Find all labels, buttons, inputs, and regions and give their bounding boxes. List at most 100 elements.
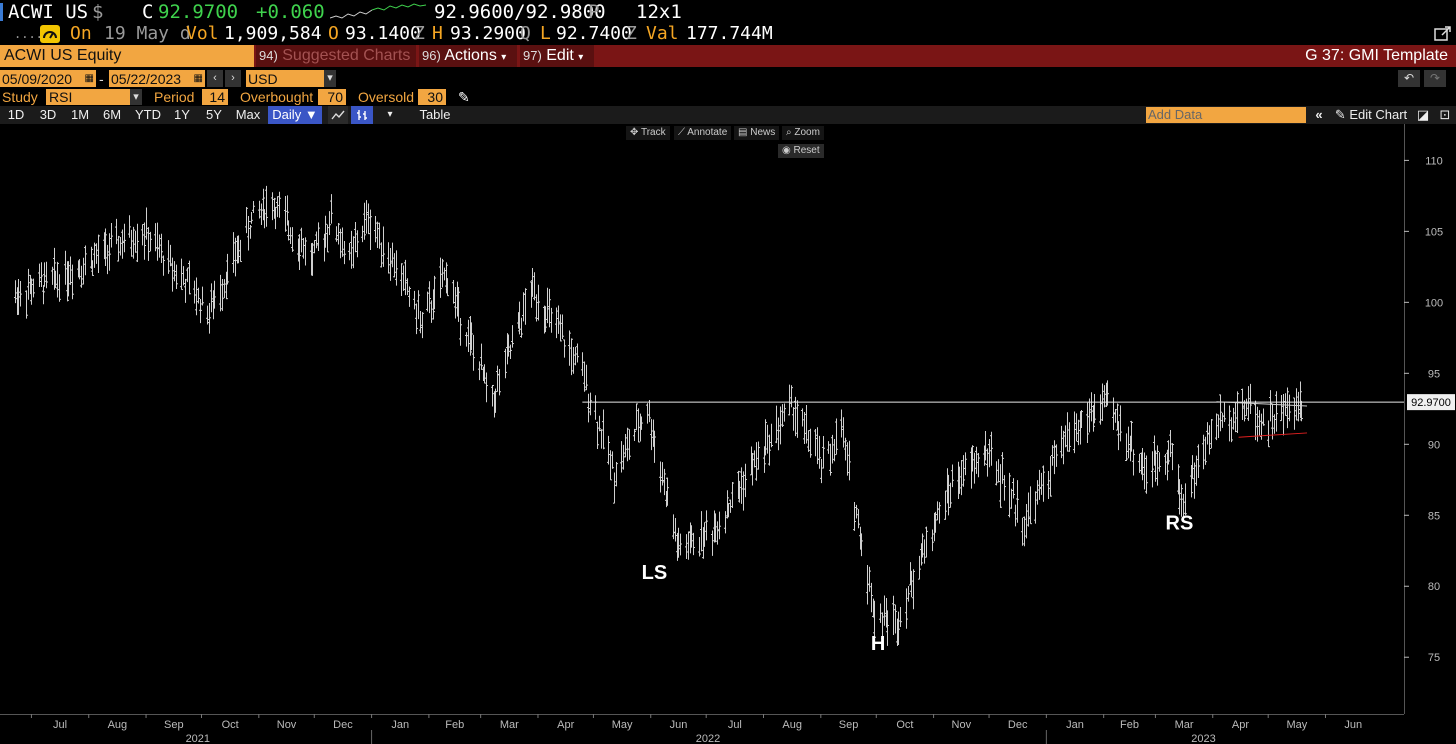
ohlc-bar — [1167, 440, 1170, 465]
ohlc-bar — [581, 352, 584, 376]
popout-icon[interactable] — [1434, 26, 1452, 42]
ohlc-bar — [413, 290, 416, 310]
ohlc-bar — [110, 223, 113, 248]
range-max[interactable]: Max — [235, 107, 261, 122]
range-6m[interactable]: 6M — [102, 107, 122, 122]
ohlc-bar — [846, 442, 849, 476]
ohlc-bar — [995, 461, 998, 486]
ohlc-bar — [147, 227, 150, 261]
add-data-input[interactable]: Add Data — [1146, 107, 1306, 123]
reset-label: Reset — [793, 145, 820, 156]
study-field[interactable]: RSI — [46, 89, 130, 105]
range-1y[interactable]: 1Y — [174, 107, 190, 122]
ohlc-bar — [563, 339, 566, 358]
low-label: L — [540, 23, 551, 44]
oversold-field[interactable]: 30 — [418, 89, 446, 105]
ohlc-bar — [860, 533, 863, 557]
overbought-field[interactable]: 70 — [318, 89, 346, 105]
ohlc-bar — [511, 325, 514, 348]
ohlc-bar — [378, 222, 381, 249]
price-chart[interactable]: 75 80 85 90 95 100 105 110 92.9700 Jul Aug Sep Oct N… — [0, 124, 1456, 744]
ohlc-bar — [128, 215, 131, 238]
ohlc-bar — [853, 502, 856, 531]
gauge-icon[interactable] — [40, 25, 60, 43]
range-ytd[interactable]: YTD — [135, 107, 161, 122]
ohlc-bar — [239, 239, 242, 263]
ohlc-bar — [136, 223, 139, 262]
range-3d[interactable]: 3D — [39, 107, 57, 122]
next-period-button[interactable]: › — [225, 70, 241, 87]
ohlc-bar — [923, 539, 926, 564]
ohlc-bar — [317, 222, 320, 252]
ohlc-bar — [459, 317, 462, 346]
quote-line-1: ACWI US $ C 92.9700 +0.060 92.9600/92.98… — [0, 0, 1456, 24]
ohlc-bar — [445, 262, 448, 294]
annotate-button[interactable]: ⟋ Annotate — [674, 126, 732, 140]
ohlc-bar — [938, 502, 941, 524]
ohlc-bar — [404, 259, 407, 296]
ticker[interactable]: ACWI US — [8, 1, 89, 23]
redo-icon[interactable]: ↷ — [1424, 70, 1446, 87]
ohlc-bar — [356, 230, 359, 258]
news-label: News — [750, 127, 776, 138]
ohlc-bar — [1112, 397, 1115, 431]
ohlc-bar — [1073, 411, 1076, 454]
end-date-field[interactable]: 05/22/2023 ▦ — [109, 70, 205, 87]
news-icon: ▤ — [738, 127, 751, 138]
chevron-down-icon[interactable]: ▾ — [324, 70, 336, 87]
range-1m[interactable]: 1M — [70, 107, 90, 122]
ohlc-bar — [803, 411, 806, 445]
x-axis: Jul Aug Sep Oct Nov Dec Jan Feb Mar Apr May Jun Jul A… — [0, 714, 1404, 744]
ohlc-bar — [958, 466, 961, 494]
settings-icon[interactable]: ◪ — [1416, 107, 1430, 122]
calendar-icon[interactable]: ▦ — [193, 73, 203, 84]
pencil-icon[interactable]: ✎ — [458, 89, 470, 105]
ohlc-bar — [925, 526, 928, 558]
ohlc-bar — [842, 417, 845, 448]
ohlc-bar — [199, 298, 202, 324]
ohlc-bar — [432, 289, 435, 320]
ohlc-bar — [369, 209, 372, 250]
undo-icon[interactable]: ↶ — [1398, 70, 1420, 87]
ohlc-bar — [912, 569, 915, 610]
line-chart-icon[interactable] — [328, 106, 348, 124]
range-1d[interactable]: 1D — [7, 107, 25, 122]
ohlc-bar — [443, 267, 446, 281]
currency-field[interactable]: USD — [246, 70, 324, 87]
quote-line-2: ..... On 19 May d Vol 1,909,584 O 93.140… — [0, 23, 1456, 45]
fullscreen-icon[interactable]: ⊡ — [1439, 107, 1451, 122]
zoom-button[interactable]: ⌕ Zoom — [782, 126, 824, 140]
ohlc-bar — [149, 231, 152, 252]
ohlc-bar — [990, 431, 993, 466]
period-field[interactable]: 14 — [202, 89, 228, 105]
bar-chart-icon[interactable] — [351, 106, 373, 124]
edit-menu[interactable]: 97) Edit ▾ — [520, 45, 594, 67]
x-tick-label: Jan — [391, 719, 409, 731]
ohlc-bar — [781, 404, 784, 428]
ohlc-bar — [1008, 472, 1011, 518]
chevron-down-icon[interactable]: ▾ — [387, 109, 393, 120]
actions-menu[interactable]: 96) Actions ▾ — [419, 45, 517, 67]
prev-period-button[interactable]: ‹ — [207, 70, 223, 87]
template-label[interactable]: G 37: GMI Template — [1305, 47, 1448, 64]
security-field[interactable]: ACWI US Equity — [0, 45, 254, 67]
collapse-icon[interactable]: « — [1315, 107, 1323, 122]
interval-select[interactable]: Daily ▼ — [268, 106, 322, 124]
start-date-field[interactable]: 05/09/2020 ▦ — [0, 70, 96, 87]
table-button[interactable]: Table — [419, 107, 451, 122]
suggested-charts-button[interactable]: 94) Suggested Charts — [256, 45, 416, 67]
ohlc-bar — [58, 274, 61, 302]
ohlc-bar — [690, 525, 693, 548]
annotate-icon: ⟋ — [678, 127, 688, 138]
range-5y[interactable]: 5Y — [206, 107, 222, 122]
ohlc-bar — [1271, 403, 1274, 440]
vol-label: Vol — [186, 23, 219, 44]
edit-chart-button[interactable]: ✎ Edit Chart — [1334, 107, 1408, 122]
ohlc-bar — [907, 585, 910, 602]
calendar-icon[interactable]: ▦ — [84, 73, 94, 84]
track-button[interactable]: ✥ Track — [626, 126, 670, 140]
news-button[interactable]: ▤ News — [734, 126, 780, 140]
ohlc-bar — [25, 290, 28, 319]
reset-button[interactable]: ◉ Reset — [778, 144, 824, 158]
chevron-down-icon[interactable]: ▾ — [130, 89, 142, 105]
